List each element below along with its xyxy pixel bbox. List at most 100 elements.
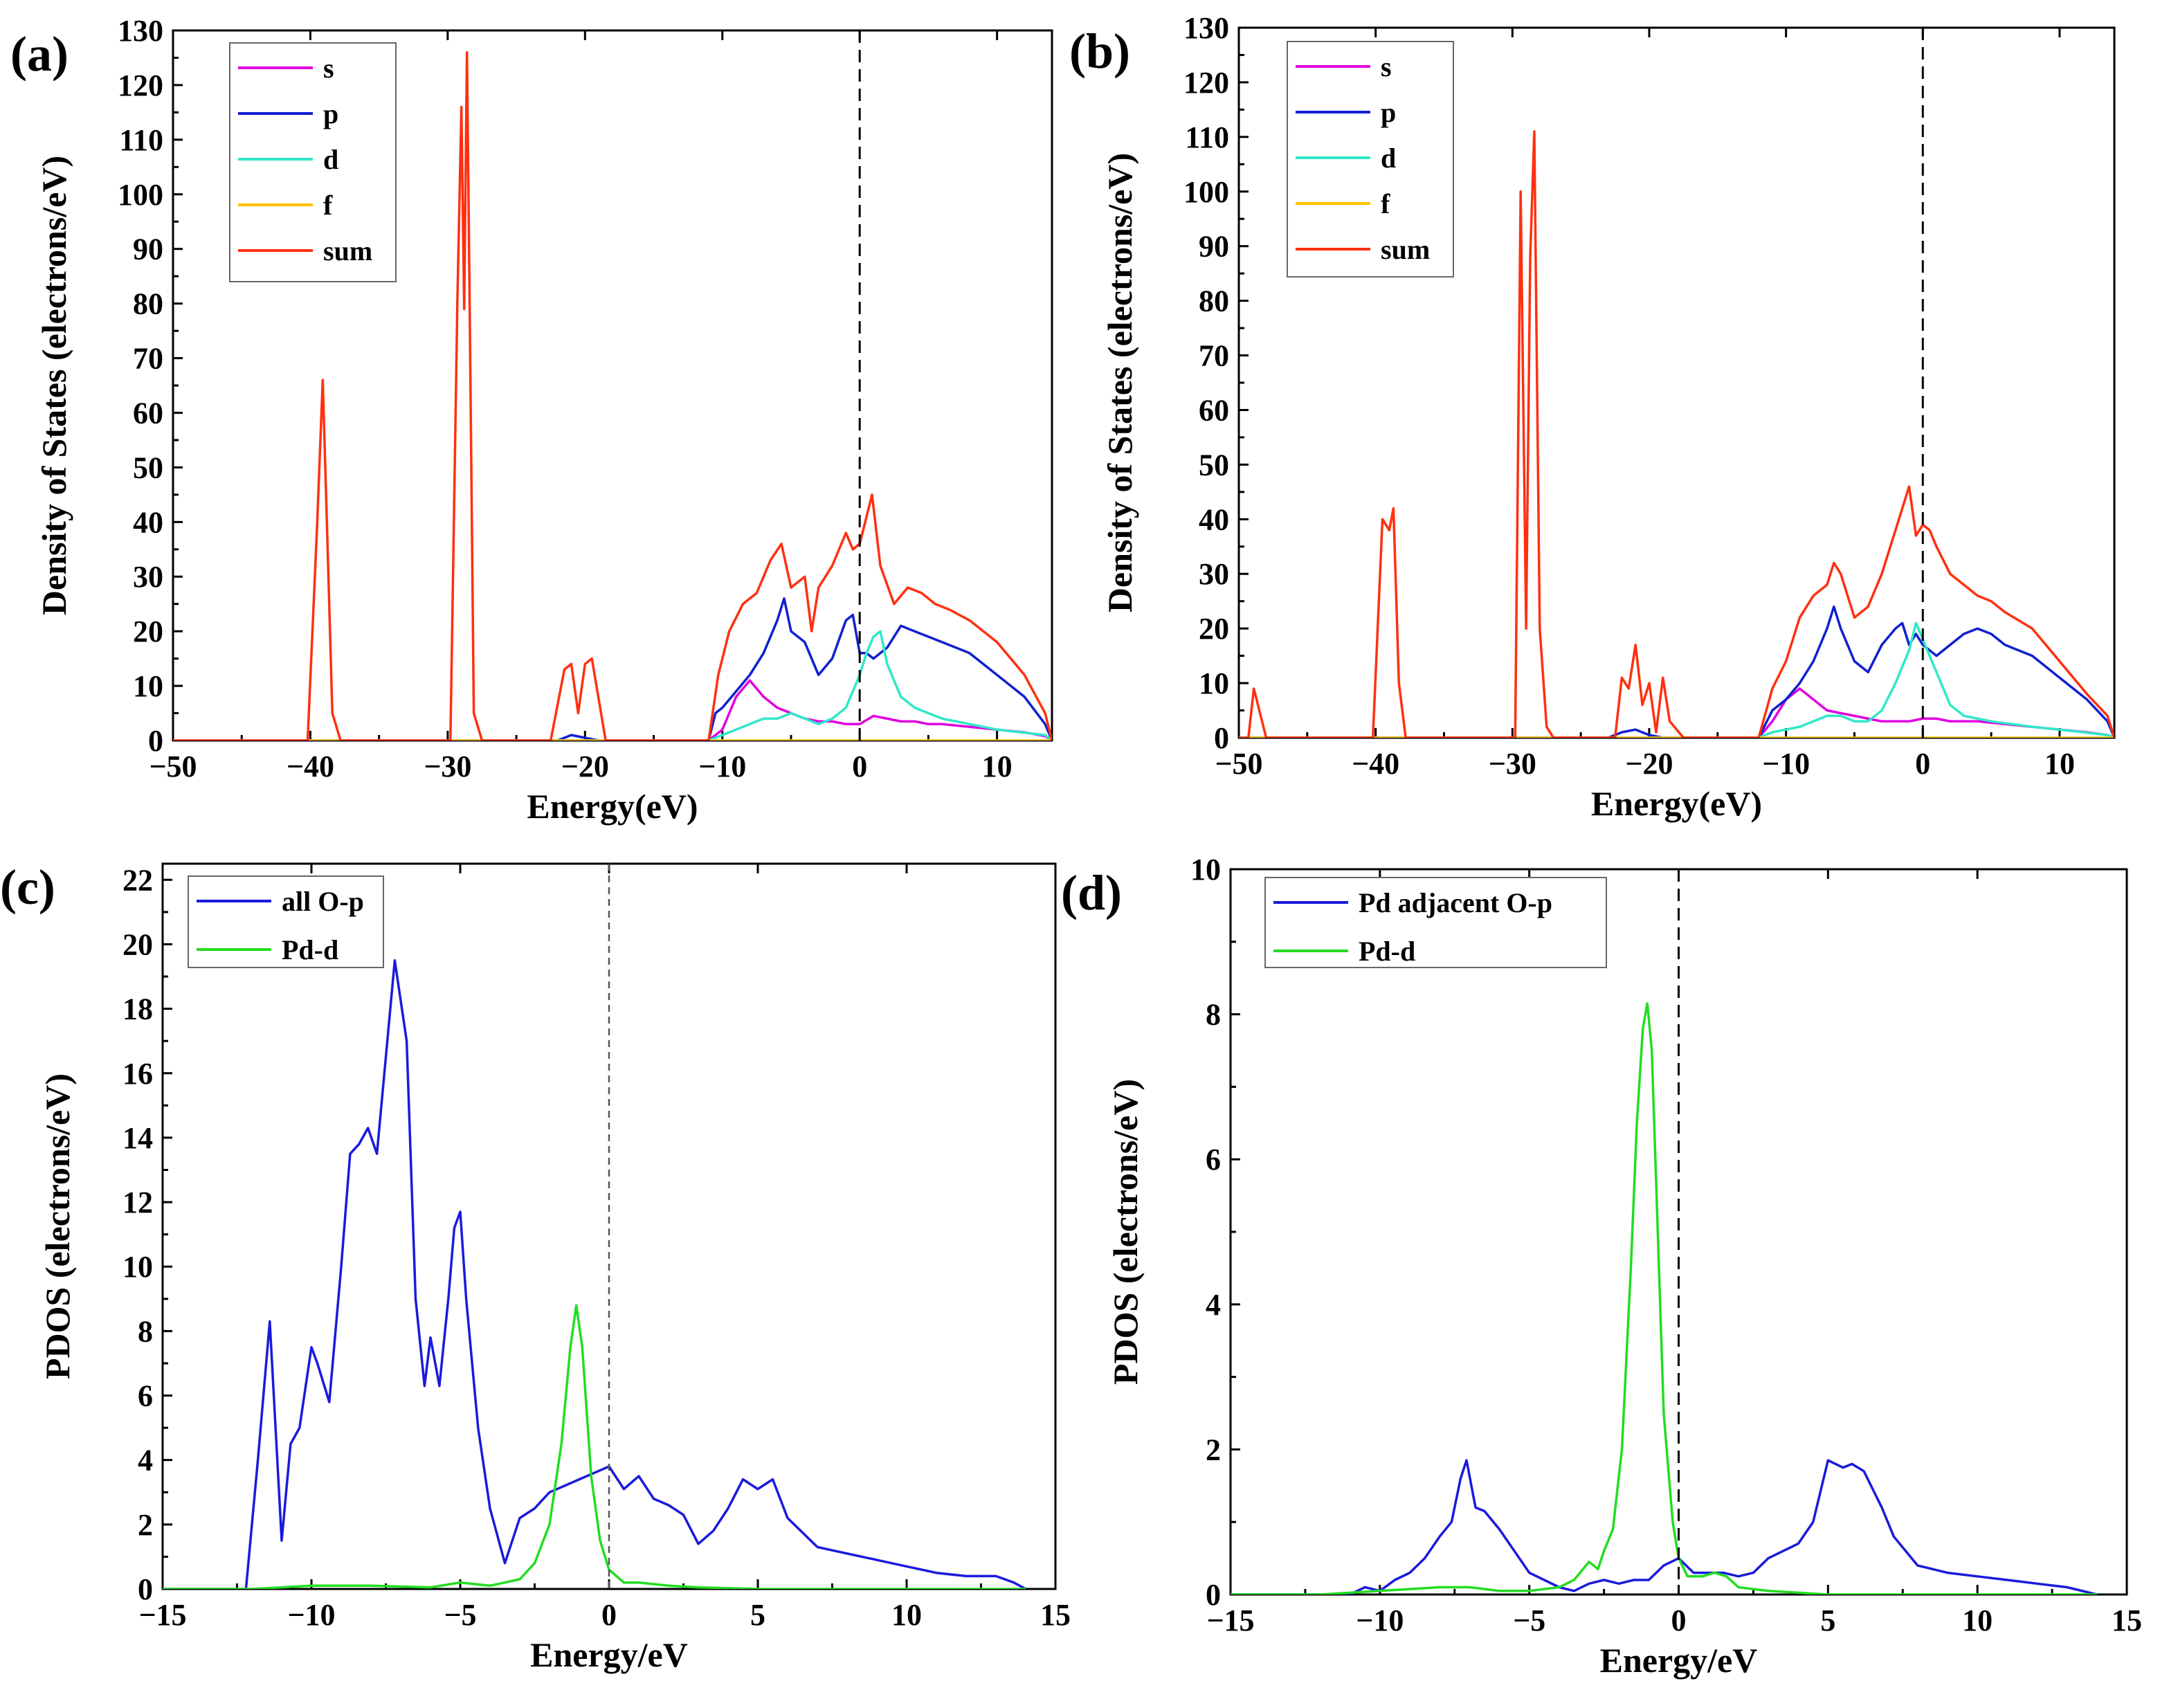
series-line-pd-d xyxy=(163,1304,1026,1589)
legend-label: d xyxy=(1381,143,1396,174)
x-tick-label: 5 xyxy=(750,1598,765,1632)
x-axis-label: Energy(eV) xyxy=(527,787,698,826)
y-tick-label: 0 xyxy=(1214,721,1229,755)
x-axis-label: Energy/eV xyxy=(1600,1641,1758,1680)
panel-c: −15 −10 −5 0 5 10 15 0 2 4 6 8 10 12 14 16 18 20 22 Energy/… xyxy=(0,860,1071,1674)
panel-label: (a) xyxy=(10,26,69,82)
x-tick-label: 0 xyxy=(601,1598,617,1632)
legend-box xyxy=(188,875,384,968)
y-tick-label: 0 xyxy=(148,724,163,758)
legend-label: sum xyxy=(323,235,372,266)
panel-label: (b) xyxy=(1069,24,1130,79)
y-tick-label: 12 xyxy=(122,1185,153,1219)
y-tick-label: 20 xyxy=(133,615,163,648)
panel-label: (c) xyxy=(0,860,55,915)
y-tick-label: 10 xyxy=(122,1250,153,1284)
y-axis-label: Density of States (electrons/eV) xyxy=(1100,153,1139,612)
y-tick-label: 10 xyxy=(1199,666,1229,700)
legend-label: s xyxy=(323,53,334,84)
series-group xyxy=(163,959,1026,1589)
y-tick-label: 30 xyxy=(133,560,163,594)
x-tick-label: 10 xyxy=(891,1598,922,1632)
series-line-all-o-p xyxy=(163,959,1026,1589)
series-line-p xyxy=(1239,605,2114,738)
x-tick-label: −20 xyxy=(1625,747,1673,781)
panel-d: −15 −10 −5 0 5 10 15 0 2 4 6 8 10 Energy/eV PDOS (elec… xyxy=(1061,853,2142,1680)
y-tick-label: 20 xyxy=(1199,612,1229,646)
y-tick-label: 8 xyxy=(1206,998,1221,1032)
series-line-p xyxy=(173,597,1052,741)
legend-label: s xyxy=(1381,51,1392,82)
legend-label: Pd-d xyxy=(282,934,338,965)
y-tick-label: 20 xyxy=(122,927,153,961)
x-tick-label: −10 xyxy=(698,749,746,783)
y-tick-label: 90 xyxy=(1199,230,1229,264)
series-group xyxy=(173,51,1052,741)
x-tick-label: −40 xyxy=(287,749,334,783)
legend-label: d xyxy=(323,144,338,175)
series-group xyxy=(1239,130,2114,738)
y-tick-label: 70 xyxy=(133,342,163,376)
series-line-d xyxy=(1239,621,2114,738)
y-tick-label: 130 xyxy=(118,14,163,48)
legend: Pd adjacent O-p Pd-d xyxy=(1264,877,1607,968)
y-tick-label: 0 xyxy=(138,1572,153,1606)
legend-label: Pd-d xyxy=(1359,936,1415,967)
legend-label: Pd adjacent O-p xyxy=(1359,887,1552,918)
y-tick-label: 8 xyxy=(138,1314,153,1348)
x-tick-label: −40 xyxy=(1352,747,1399,781)
x-axis-label: Energy/eV xyxy=(530,1635,688,1674)
y-tick-label: 60 xyxy=(133,396,163,430)
y-tick-label: 14 xyxy=(122,1121,153,1155)
x-tick-label: 0 xyxy=(1671,1603,1687,1637)
panel-a: −50 −40 −30 −20 −10 0 100102030405060708090100… xyxy=(10,14,1053,826)
y-tick-label: 110 xyxy=(1185,120,1229,154)
x-tick-label: 15 xyxy=(1040,1598,1071,1632)
x-tick-label: 0 xyxy=(1915,747,1930,781)
x-tick-label: −30 xyxy=(1489,747,1536,781)
x-tick-label: 10 xyxy=(982,749,1013,783)
x-tick-label: 0 xyxy=(852,749,867,783)
y-tick-label: 40 xyxy=(1199,502,1229,536)
y-tick-label: 100 xyxy=(1183,175,1229,209)
y-tick-label: 70 xyxy=(1199,339,1229,373)
legend-box xyxy=(1264,877,1607,968)
legend: all O-p Pd-d xyxy=(188,875,384,968)
series-line-sum xyxy=(1239,130,2114,738)
y-tick-label: 10 xyxy=(133,669,163,703)
y-tick-label: 4 xyxy=(138,1444,153,1478)
y-tick-label: 4 xyxy=(1206,1288,1221,1322)
y-tick-label: 80 xyxy=(133,287,163,321)
series-line-s xyxy=(173,679,1052,741)
legend-box xyxy=(229,42,397,282)
x-tick-label: 15 xyxy=(2112,1603,2142,1637)
x-tick-label: 5 xyxy=(1820,1603,1835,1637)
x-tick-label: 10 xyxy=(2044,747,2075,781)
series-group xyxy=(1231,1002,2098,1595)
y-tick-label: 18 xyxy=(122,992,153,1026)
legend-label: all O-p xyxy=(282,886,364,917)
series-line-sum xyxy=(173,51,1052,741)
y-axis-label: PDOS (electrons/eV) xyxy=(1106,1079,1145,1385)
x-tick-label: −10 xyxy=(287,1598,335,1632)
y-tick-label: 110 xyxy=(119,123,163,157)
y-tick-label: 60 xyxy=(1199,393,1229,427)
panel-label: (d) xyxy=(1061,865,1122,920)
series-line-pd-d xyxy=(1231,1002,2097,1595)
legend-label: f xyxy=(1381,188,1390,219)
legend-label: p xyxy=(1381,97,1396,128)
y-tick-label: 50 xyxy=(133,451,163,484)
x-axis-label: Energy(eV) xyxy=(1591,784,1762,823)
y-tick-label: 40 xyxy=(133,505,163,539)
y-tick-label: 10 xyxy=(1190,853,1221,887)
x-tick-label: −10 xyxy=(1356,1603,1404,1637)
y-tick-label: 100 xyxy=(118,178,163,212)
y-tick-label: 2 xyxy=(1206,1433,1221,1466)
y-tick-label: 6 xyxy=(1206,1143,1221,1176)
y-axis-label: PDOS (electrons/eV) xyxy=(38,1073,77,1379)
y-axis-label: Density of States (electrons/eV) xyxy=(35,156,73,615)
y-tick-label: 6 xyxy=(138,1379,153,1413)
